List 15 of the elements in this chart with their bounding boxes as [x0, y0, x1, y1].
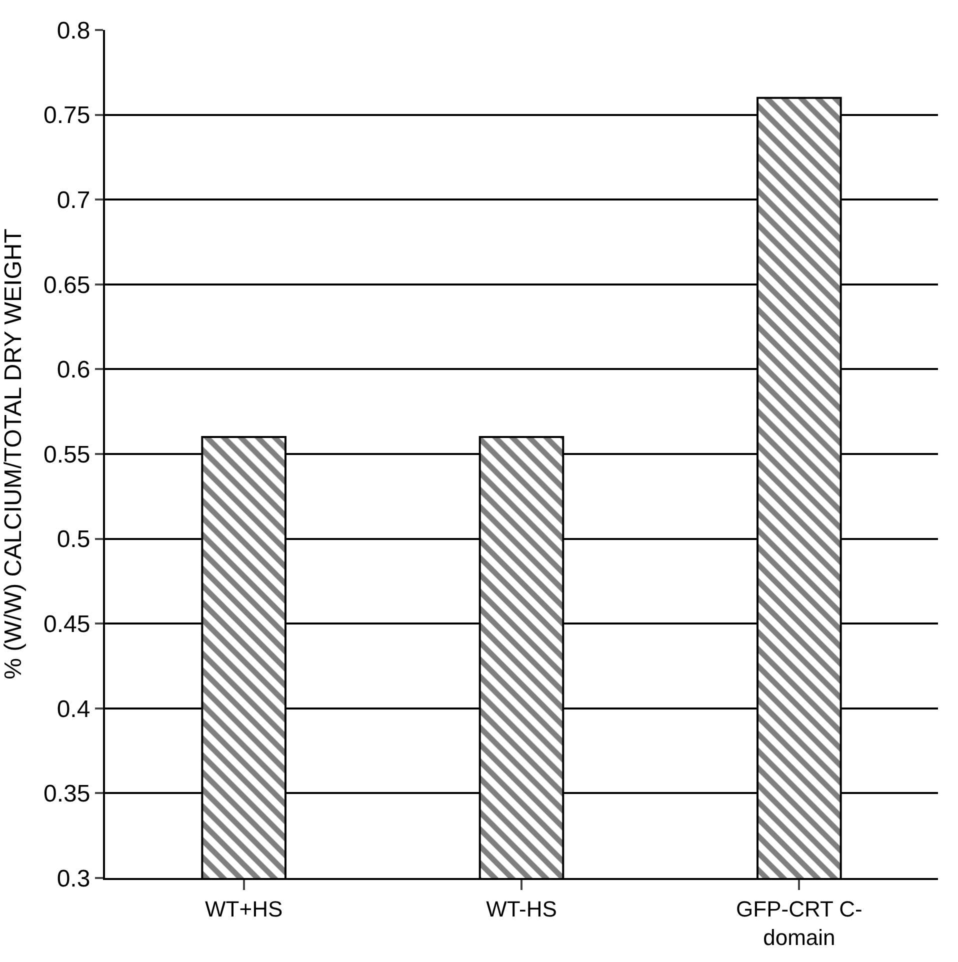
y-tick-label: 0.35: [43, 780, 90, 808]
y-tick-label: 0.7: [56, 187, 90, 214]
x-tick-label: WT+HS: [205, 896, 283, 922]
y-axis-title: % (W/W) CALCIUM/TOTAL DRY WEIGHT: [0, 228, 28, 680]
y-tick-label: 0.75: [43, 102, 90, 130]
y-tick-label: 0.55: [43, 441, 90, 468]
x-tick-label: GFP-CRT C- domain: [736, 896, 862, 950]
y-tick-label: 0.65: [43, 272, 90, 299]
x-tick-label: WT-HS: [486, 896, 557, 922]
y-tick-label: 0.5: [56, 526, 90, 554]
y-tick-label: 0.4: [56, 696, 90, 723]
y-tick-label: 0.6: [56, 356, 90, 384]
y-tick-label: 0.3: [56, 865, 90, 892]
y-tick-label: 0.8: [56, 17, 90, 44]
y-tick-label: 0.45: [43, 611, 90, 638]
